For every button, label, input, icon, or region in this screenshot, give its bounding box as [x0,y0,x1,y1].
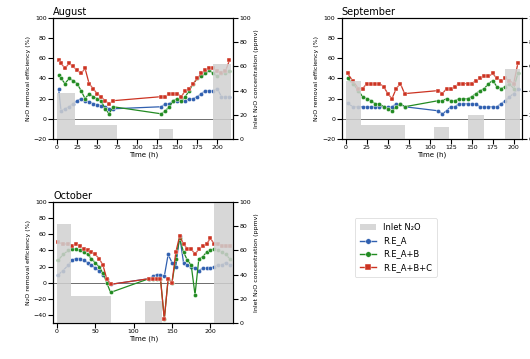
Bar [505,69,520,139]
Legend: Inlet N₂O, R.E_A, R.E_A+B, R.E_A+B+C: Inlet N₂O, R.E_A, R.E_A+B, R.E_A+B+C [355,218,437,277]
Bar [145,301,162,323]
X-axis label: Time (h): Time (h) [129,152,158,158]
X-axis label: Time (h): Time (h) [417,152,446,158]
Bar [434,127,449,139]
Bar [70,297,111,323]
Bar [467,115,484,139]
Bar [214,64,231,139]
Text: September: September [342,7,396,17]
Y-axis label: N₂O removal efficiency (%): N₂O removal efficiency (%) [26,36,31,121]
Y-axis label: N₂O removal efficiency (%): N₂O removal efficiency (%) [314,36,320,121]
Y-axis label: Inlet N₂O concentration (ppmv): Inlet N₂O concentration (ppmv) [254,213,259,312]
Bar [57,93,75,139]
Bar [75,125,117,139]
Bar [346,81,361,139]
Bar [159,129,173,139]
Bar [361,125,404,139]
Text: October: October [53,191,92,201]
Bar [214,202,233,323]
Bar [57,224,70,323]
Y-axis label: N₂O removal efficiency (%): N₂O removal efficiency (%) [26,220,31,305]
X-axis label: Time (h): Time (h) [129,336,158,342]
Y-axis label: Inlet N₂O concentration (ppmv): Inlet N₂O concentration (ppmv) [254,29,259,128]
Text: August: August [53,7,87,17]
